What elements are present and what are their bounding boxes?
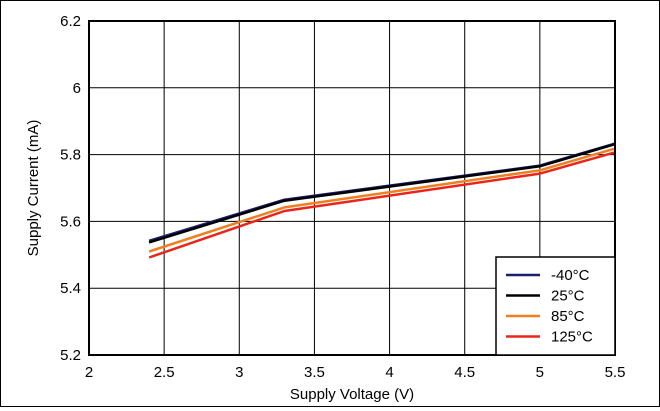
legend: -40°C 25°C 85°C 125°C <box>495 256 616 356</box>
x-tick-label-7: 5.5 <box>605 364 626 381</box>
x-tick-label-6: 5 <box>536 364 544 381</box>
series-line-2 <box>148 147 616 253</box>
x-tick-label-4: 4 <box>385 364 393 381</box>
legend-label-3: 125°C <box>551 329 593 346</box>
y-tick-label-5: 6.2 <box>60 13 81 30</box>
y-tick-label-0: 5.2 <box>60 347 81 364</box>
legend-label-1: 25°C <box>551 288 585 305</box>
x-tick-label-0: 2 <box>85 364 93 381</box>
x-tick-labels: 2 2.5 3 3.5 4 4.5 5 5.5 <box>85 364 626 381</box>
y-tick-label-4: 6 <box>73 80 81 97</box>
legend-box <box>495 256 616 356</box>
series-line-1 <box>148 143 616 244</box>
y-tick-labels: 5.2 5.4 5.6 5.8 6 6.2 <box>60 13 81 364</box>
x-tick-label-5: 4.5 <box>454 364 475 381</box>
legend-label-2: 85°C <box>551 308 585 325</box>
y-axis-label: Supply Current (mA) <box>25 120 42 257</box>
series-line-3 <box>148 151 616 259</box>
x-axis-label: Supply Voltage (V) <box>290 386 414 403</box>
y-tick-label-2: 5.6 <box>60 213 81 230</box>
x-tick-label-1: 2.5 <box>154 364 175 381</box>
x-tick-label-2: 3 <box>235 364 243 381</box>
legend-label-0: -40°C <box>551 267 590 284</box>
y-tick-label-1: 5.4 <box>60 280 81 297</box>
y-tick-label-3: 5.8 <box>60 147 81 164</box>
series-lines <box>148 142 616 259</box>
plot-border <box>88 20 616 356</box>
x-tick-label-3: 3.5 <box>304 364 325 381</box>
